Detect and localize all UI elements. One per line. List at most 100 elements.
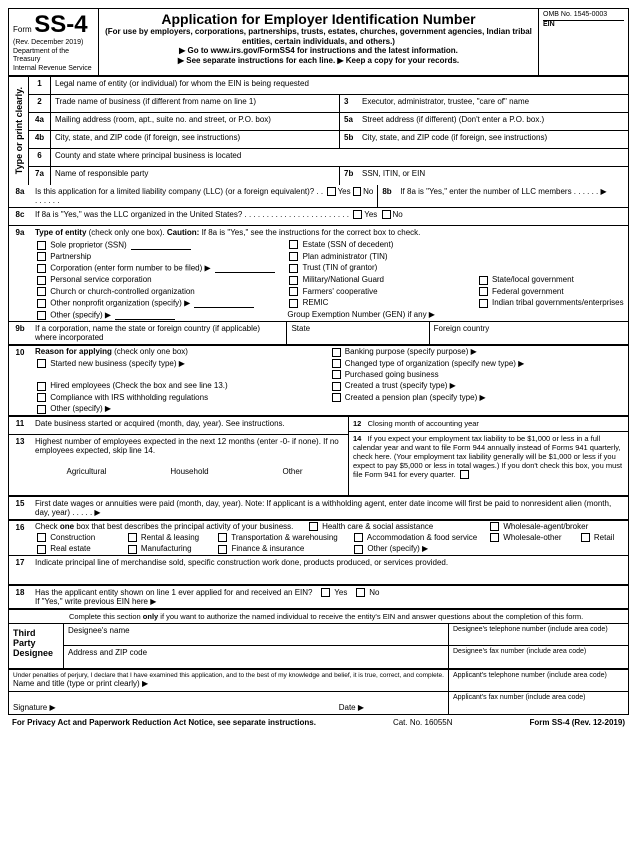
line-14: If you expect your employment tax liabil… [353, 434, 622, 479]
l9a-opt-6-0-checkbox[interactable] [37, 311, 46, 320]
l9a-opt-3-2-checkbox[interactable] [479, 276, 488, 285]
dept: Department of the Treasury [13, 48, 94, 63]
line-8b[interactable]: If 8a is "Yes," enter the number of LLC … [400, 187, 606, 205]
line-7a[interactable]: Name of responsible party [55, 169, 148, 183]
goto-url: ▶ Go to www.irs.gov/FormSS4 for instruct… [105, 46, 532, 56]
l13-agricultural[interactable]: Agricultural [35, 467, 138, 476]
l18-no-checkbox[interactable] [356, 588, 365, 597]
line-4a[interactable]: Mailing address (room, apt., suite no. a… [55, 115, 271, 128]
line-6[interactable]: County and state where principal busines… [51, 149, 628, 166]
vertical-instruction: Type or print clearly. [9, 77, 29, 185]
irs: Internal Revenue Service [13, 65, 94, 73]
line-11[interactable]: Date business started or acquired (month… [31, 417, 348, 434]
line-14-num: 14 [353, 434, 361, 443]
l16-wholesale-agent-checkbox[interactable] [490, 522, 499, 531]
l10-right-3-checkbox[interactable] [332, 382, 341, 391]
l9a-opt-5-1-checkbox[interactable] [289, 299, 298, 308]
line-8a: Is this application for a limited liabil… [35, 187, 325, 205]
cat-no: Cat. No. 16055N [393, 718, 453, 727]
line-1[interactable]: Legal name of entity (or individual) for… [51, 77, 628, 94]
l10-right-1-checkbox[interactable] [332, 359, 341, 368]
line-8a-num: 8a [9, 185, 31, 207]
line-5b[interactable]: City, state, and ZIP code (if foreign, s… [362, 133, 547, 146]
l9a-opt-4-1-checkbox[interactable] [289, 287, 298, 296]
l13-household[interactable]: Household [138, 467, 241, 476]
form-label: Form [13, 25, 32, 34]
l18-yes-checkbox[interactable] [321, 588, 330, 597]
l10-right-2-checkbox[interactable] [332, 370, 341, 379]
8c-yes-checkbox[interactable] [353, 210, 362, 219]
l9a-opt-0-1-checkbox[interactable] [289, 240, 298, 249]
line-8b-num: 8b [382, 187, 400, 205]
l9a-opt-2-1-checkbox[interactable] [289, 264, 298, 273]
line-3[interactable]: Executor, administrator, trustee, "care … [362, 97, 529, 110]
applicant-fax[interactable]: Applicant's fax number (include area cod… [448, 692, 628, 714]
line-5a-num: 5a [344, 115, 362, 128]
designee-name[interactable]: Designee's name [64, 624, 448, 645]
line-2[interactable]: Trade name of business (if different fro… [55, 97, 256, 110]
8a-yes-checkbox[interactable] [327, 187, 335, 196]
line-5b-num: 5b [344, 133, 362, 146]
l9a-opt-4-0-checkbox[interactable] [37, 287, 46, 296]
name-title[interactable]: Name and title (type or print clearly) ▶ [13, 679, 444, 688]
l9a-opt-5-2-checkbox[interactable] [479, 299, 488, 308]
designee-phone[interactable]: Designee's telephone number (include are… [448, 624, 628, 645]
l10-banking-checkbox[interactable] [332, 348, 341, 357]
line-7b-num: 7b [344, 169, 362, 183]
line-17[interactable]: Indicate principal line of merchandise s… [31, 556, 628, 584]
l16-finance-checkbox[interactable] [218, 545, 227, 554]
l10-left-0-checkbox[interactable] [37, 359, 46, 368]
l16-retail-checkbox[interactable] [581, 533, 590, 542]
line-15[interactable]: First date wages or annuities were paid … [31, 497, 628, 519]
line-18: Has the applicant entity shown on line 1… [35, 588, 313, 597]
l9a-opt-1-1-checkbox[interactable] [289, 252, 298, 261]
revision: (Rev. December 2019) [13, 39, 94, 46]
8a-no-checkbox[interactable] [353, 187, 361, 196]
l16-health-checkbox[interactable] [309, 522, 318, 531]
l9a-opt-4-2-checkbox[interactable] [479, 287, 488, 296]
l10-left-4-checkbox[interactable] [37, 405, 46, 414]
signature[interactable]: Signature ▶ [13, 703, 56, 712]
designee-label: ThirdPartyDesignee [9, 624, 64, 668]
line-7b[interactable]: SSN, ITIN, or EIN [362, 169, 425, 183]
line-8c-num: 8c [9, 208, 31, 225]
line-18-num: 18 [9, 586, 31, 608]
l16-construction-checkbox[interactable] [37, 533, 46, 542]
line-2-num: 2 [29, 95, 51, 112]
l9a-opt-3-0-checkbox[interactable] [37, 276, 46, 285]
l16-realestate-checkbox[interactable] [37, 545, 46, 554]
l9a-opt-0-0-checkbox[interactable] [37, 241, 46, 250]
l16-wholesale-other-checkbox[interactable] [490, 533, 499, 542]
l9a-opt-1-0-checkbox[interactable] [37, 252, 46, 261]
line-5a[interactable]: Street address (if different) (Don't ent… [362, 115, 544, 128]
designee-addr[interactable]: Address and ZIP code [64, 646, 448, 668]
l16-accommodation-checkbox[interactable] [354, 533, 363, 542]
line-13: Highest number of employees expected in … [35, 437, 344, 455]
l9a-opt-3-1-checkbox[interactable] [289, 276, 298, 285]
line-9b-foreign[interactable]: Foreign country [434, 324, 490, 342]
l9a-opt-5-0-checkbox[interactable] [37, 299, 46, 308]
line-15-num: 15 [9, 497, 31, 519]
line-16-title: Check one box that best describes the pr… [35, 522, 293, 531]
l9a-opt-2-0-checkbox[interactable] [37, 264, 46, 273]
l16-rental-checkbox[interactable] [128, 533, 137, 542]
l13-other[interactable]: Other [241, 467, 344, 476]
l10-right-4-checkbox[interactable] [332, 393, 341, 402]
line-12[interactable]: Closing month of accounting year [368, 419, 479, 428]
line-10-title: Reason for applying [35, 347, 112, 356]
l16-transport-checkbox[interactable] [218, 533, 227, 542]
l10-left-3-checkbox[interactable] [37, 393, 46, 402]
date[interactable]: Date ▶ [339, 703, 364, 712]
l10-left-2-checkbox[interactable] [37, 382, 46, 391]
designee-intro: Complete this section only if you want t… [9, 610, 628, 624]
line-4b[interactable]: City, state, and ZIP code (if foreign, s… [55, 133, 240, 146]
8c-no-checkbox[interactable] [382, 210, 391, 219]
line-16-num: 16 [9, 521, 31, 555]
designee-fax[interactable]: Designee's fax number (include area code… [448, 646, 628, 668]
l14-checkbox[interactable] [460, 470, 469, 479]
line-9b-state[interactable]: State [291, 324, 310, 342]
l16-manufacturing-checkbox[interactable] [128, 545, 137, 554]
l16-other-checkbox[interactable] [354, 545, 363, 554]
applicant-phone[interactable]: Applicant's telephone number (include ar… [448, 670, 628, 691]
line-18b[interactable]: If "Yes," write previous EIN here ▶ [35, 597, 624, 606]
